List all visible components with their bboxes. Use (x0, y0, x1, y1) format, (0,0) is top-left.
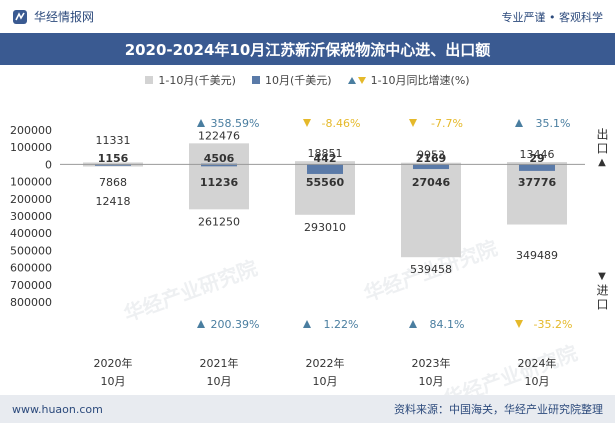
source-note: 资料来源：中国海关，华经产业研究院整理 (394, 403, 603, 416)
data-label-import-monthly: 11236 (200, 176, 239, 189)
website-link[interactable]: www.huaon.com (12, 402, 103, 416)
data-label-import-cumulative: 349489 (516, 249, 558, 262)
data-label-import-monthly: 55560 (306, 176, 345, 189)
y-tick-label: 500000 (10, 244, 52, 257)
growth-label-import: 84.1% (430, 318, 465, 331)
y-tick-label: 100000 (10, 176, 52, 189)
bar-chart: 200000 100000 0 100000 200000 300000 400000 500… (10, 117, 585, 388)
bar-import-monthly (201, 164, 237, 167)
data-label-export-monthly: 2169 (416, 152, 447, 165)
y-tick-label: 200000 (10, 124, 52, 137)
bar-export-cumulative (189, 143, 249, 165)
bar-import-monthly (413, 164, 449, 170)
legend-label-growth: 1-10月同比增速(%) (370, 74, 470, 87)
y-tick-label: 400000 (10, 227, 52, 240)
legend-item-growth: 1-10月同比增速(%) (347, 72, 470, 88)
data-label-export-monthly: 29 (529, 152, 544, 165)
up-triangle-icon (347, 76, 356, 84)
data-label-import-cumulative: 293010 (304, 221, 346, 234)
y-tick-label: 600000 (10, 262, 52, 275)
up-triangle-icon (197, 119, 205, 127)
data-label-export-cumulative: 18851 (308, 147, 343, 160)
bar-export-cumulative (401, 162, 461, 165)
y-tick-label: 300000 (10, 210, 52, 223)
y-tick-label: 100000 (10, 141, 52, 154)
brand: 华经情报网 (12, 8, 94, 25)
legend-label-monthly: 10月(千美元) (264, 74, 332, 87)
up-triangle-icon (197, 320, 205, 328)
bar-import-monthly (95, 164, 131, 166)
growth-label-import: 1.22% (324, 318, 359, 331)
legend-swatch-monthly (251, 76, 260, 84)
footer: www.huaon.com 资料来源：中国海关，华经产业研究院整理 (0, 395, 615, 423)
x-tick-label: 2022年 (306, 356, 345, 370)
x-tick-label: 10月 (207, 375, 232, 388)
y-tick-label: 700000 (10, 279, 52, 292)
up-triangle-icon (409, 320, 417, 328)
legend-swatch-cumulative (145, 76, 154, 84)
data-label-import-monthly: 27046 (412, 176, 451, 189)
x-tick-label: 2020年 (94, 356, 133, 370)
data-label-export-monthly: 442 (314, 152, 337, 165)
bar-export-cumulative (295, 161, 355, 165)
up-arrow-icon: ▲ (598, 157, 606, 168)
growth-label-import: -35.2% (534, 318, 573, 331)
x-tick-label: 2023年 (412, 356, 451, 370)
data-label-export-cumulative: 122476 (198, 129, 240, 142)
chart-title: 2020-2024年10月江苏新沂保税物流中心进、出口额 (0, 33, 615, 65)
down-triangle-icon (303, 119, 311, 127)
huajing-logo-icon (13, 9, 27, 24)
down-triangle-icon (409, 119, 417, 127)
up-triangle-icon (303, 320, 311, 328)
growth-label-export: -8.46% (322, 117, 361, 130)
data-label-import-cumulative: 261250 (198, 215, 240, 228)
import-side-label: ▼ 进口 (595, 271, 609, 312)
x-tick-label: 10月 (419, 375, 444, 388)
bar-import-monthly (307, 164, 343, 174)
growth-label-import: 200.39% (211, 318, 260, 331)
x-tick-label: 10月 (101, 375, 126, 388)
growth-label-export: -7.7% (431, 117, 463, 130)
bar-import-cumulative (401, 164, 461, 258)
brand-name: 华经情报网 (34, 10, 95, 24)
down-triangle-icon (357, 76, 366, 84)
tagline: 专业严谨 • 客观科学 (501, 10, 603, 24)
bar-import-cumulative (507, 164, 567, 225)
data-label-import-cumulative: 12418 (96, 195, 131, 208)
data-label-import-monthly: 7868 (99, 176, 127, 189)
x-tick-label: 2024年 (518, 356, 557, 370)
y-tick-label: 200000 (10, 193, 52, 206)
bar-export-cumulative (507, 162, 567, 165)
x-tick-label: 10月 (313, 375, 338, 388)
x-tick-label: 2021年 (200, 356, 239, 370)
bar-import-monthly (519, 164, 555, 171)
data-label-export-cumulative: 11331 (96, 134, 131, 147)
data-label-export-monthly: 4506 (204, 152, 235, 165)
top-bar: 华经情报网 专业严谨 • 客观科学 (0, 0, 615, 33)
growth-label-export: 358.59% (211, 117, 260, 130)
legend-label-cumulative: 1-10月(千美元) (158, 74, 236, 87)
legend-item-cumulative: 1-10月(千美元) (145, 72, 236, 88)
legend-item-monthly: 10月(千美元) (251, 72, 332, 88)
y-tick-label: 0 (45, 158, 52, 171)
y-tick-label: 800000 (10, 296, 52, 309)
data-label-export-monthly: 1156 (98, 152, 129, 165)
export-side-label: 出口 ▲ (595, 128, 609, 168)
legend: 1-10月(千美元) 10月(千美元) 1-10月同比增速(%) (0, 71, 615, 89)
down-triangle-icon (515, 320, 523, 328)
data-label-export-cumulative: 13446 (520, 148, 555, 161)
data-label-export-cumulative: 9953 (417, 149, 445, 162)
data-label-import-cumulative: 539458 (410, 263, 452, 276)
bar-export-cumulative (83, 162, 143, 165)
bar-import-cumulative (189, 164, 249, 210)
up-triangle-icon (515, 119, 523, 127)
down-arrow-icon: ▼ (598, 271, 606, 282)
growth-label-export: 35.1% (536, 117, 571, 130)
data-label-import-monthly: 37776 (518, 176, 557, 189)
x-tick-label: 10月 (525, 375, 550, 388)
